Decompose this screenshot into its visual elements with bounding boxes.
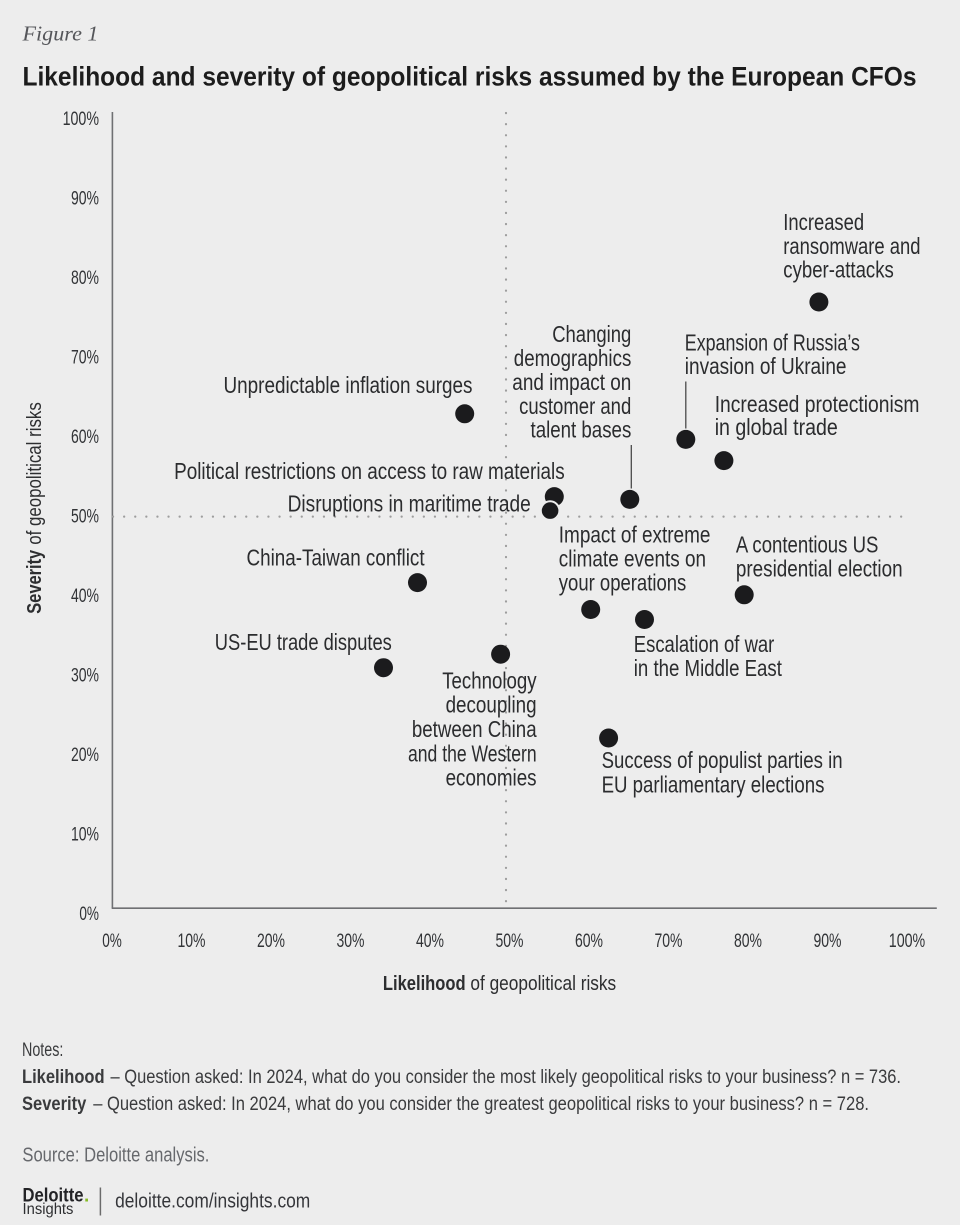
svg-text:90%: 90% (814, 931, 842, 952)
svg-text:invasion of Ukraine: invasion of Ukraine (685, 353, 847, 379)
svg-text:Figure 1: Figure 1 (21, 22, 98, 46)
svg-text:Likelihood: Likelihood (22, 1067, 105, 1088)
svg-text:80%: 80% (71, 268, 99, 289)
svg-text:Technology: Technology (442, 667, 537, 693)
svg-text:Changing: Changing (552, 321, 631, 347)
svg-text:A contentious US: A contentious US (736, 532, 879, 558)
svg-text:Severity: Severity (22, 1094, 87, 1115)
svg-text:30%: 30% (71, 666, 99, 687)
svg-text:and impact on: and impact on (512, 369, 631, 395)
svg-text:10%: 10% (178, 931, 206, 952)
svg-text:US-EU trade disputes: US-EU trade disputes (215, 629, 392, 655)
svg-text:Likelihood and severity of geo: Likelihood and severity of geopolitical … (23, 62, 917, 92)
svg-text:100%: 100% (889, 931, 925, 952)
svg-text:deloitte.com/insights.com: deloitte.com/insights.com (115, 1191, 310, 1213)
svg-text:Severity: Severity (24, 549, 46, 614)
svg-text:Deloitte: Deloitte (23, 1186, 84, 1207)
svg-text:60%: 60% (71, 427, 99, 448)
svg-text:decoupling: decoupling (446, 692, 537, 718)
svg-text:in global trade: in global trade (715, 414, 838, 440)
svg-text:50%: 50% (71, 507, 99, 528)
svg-text:China-Taiwan conflict: China-Taiwan conflict (247, 545, 425, 571)
svg-text:50%: 50% (496, 931, 524, 952)
svg-text:Increased protectionism: Increased protectionism (715, 391, 920, 417)
svg-text:between China: between China (412, 716, 537, 742)
svg-text:70%: 70% (71, 348, 99, 369)
svg-text:economies: economies (446, 765, 537, 791)
svg-text:cyber-attacks: cyber-attacks (783, 256, 894, 282)
svg-text:20%: 20% (71, 745, 99, 766)
svg-text:– Question asked: In 2024, wha: – Question asked: In 2024, what do you c… (93, 1094, 869, 1115)
svg-text:Escalation of war: Escalation of war (634, 631, 775, 657)
svg-text:0%: 0% (79, 904, 99, 925)
svg-text:40%: 40% (416, 931, 444, 952)
svg-text:Disruptions in maritime trade: Disruptions in maritime trade (288, 491, 531, 517)
svg-text:talent bases: talent bases (531, 417, 632, 443)
svg-text:Increased: Increased (783, 209, 864, 235)
svg-text:40%: 40% (71, 586, 99, 607)
svg-text:Success of populist parties in: Success of populist parties in (602, 747, 843, 773)
svg-text:100%: 100% (63, 109, 99, 130)
svg-text:ransomware and: ransomware and (783, 233, 920, 259)
svg-text:0%: 0% (102, 931, 122, 952)
svg-text:in the Middle East: in the Middle East (634, 655, 782, 681)
svg-text:Insights: Insights (23, 1201, 74, 1218)
svg-text:60%: 60% (575, 931, 603, 952)
svg-text:– Question asked: In 2024, wha: – Question asked: In 2024, what do you c… (111, 1067, 902, 1088)
svg-text:Impact of extreme: Impact of extreme (559, 522, 711, 548)
svg-text:of geopolitical risks: of geopolitical risks (24, 402, 46, 545)
svg-text:Expansion of Russia’s: Expansion of Russia’s (685, 330, 860, 356)
svg-text:Notes:: Notes: (22, 1040, 63, 1061)
svg-text:and the Western: and the Western (408, 740, 537, 766)
svg-text:70%: 70% (655, 931, 683, 952)
svg-text:90%: 90% (71, 189, 99, 210)
svg-text:demographics: demographics (514, 345, 632, 371)
svg-text:customer and: customer and (519, 393, 631, 419)
svg-text:Likelihood: Likelihood (383, 973, 466, 995)
svg-text:EU parliamentary elections: EU parliamentary elections (602, 772, 825, 798)
svg-text:your operations: your operations (559, 570, 687, 596)
svg-text:20%: 20% (257, 931, 285, 952)
svg-text:.: . (84, 1186, 89, 1207)
svg-text:of geopolitical risks: of geopolitical risks (470, 973, 616, 995)
svg-text:climate events on: climate events on (559, 546, 706, 572)
svg-text:Unpredictable inflation surges: Unpredictable inflation surges (224, 372, 473, 398)
svg-text:30%: 30% (337, 931, 365, 952)
svg-text:Source: Deloitte analysis.: Source: Deloitte analysis. (22, 1145, 209, 1167)
svg-text:10%: 10% (71, 825, 99, 846)
svg-text:presidential election: presidential election (736, 556, 903, 582)
svg-text:Political restrictions on acce: Political restrictions on access to raw … (174, 458, 565, 484)
svg-text:80%: 80% (734, 931, 762, 952)
